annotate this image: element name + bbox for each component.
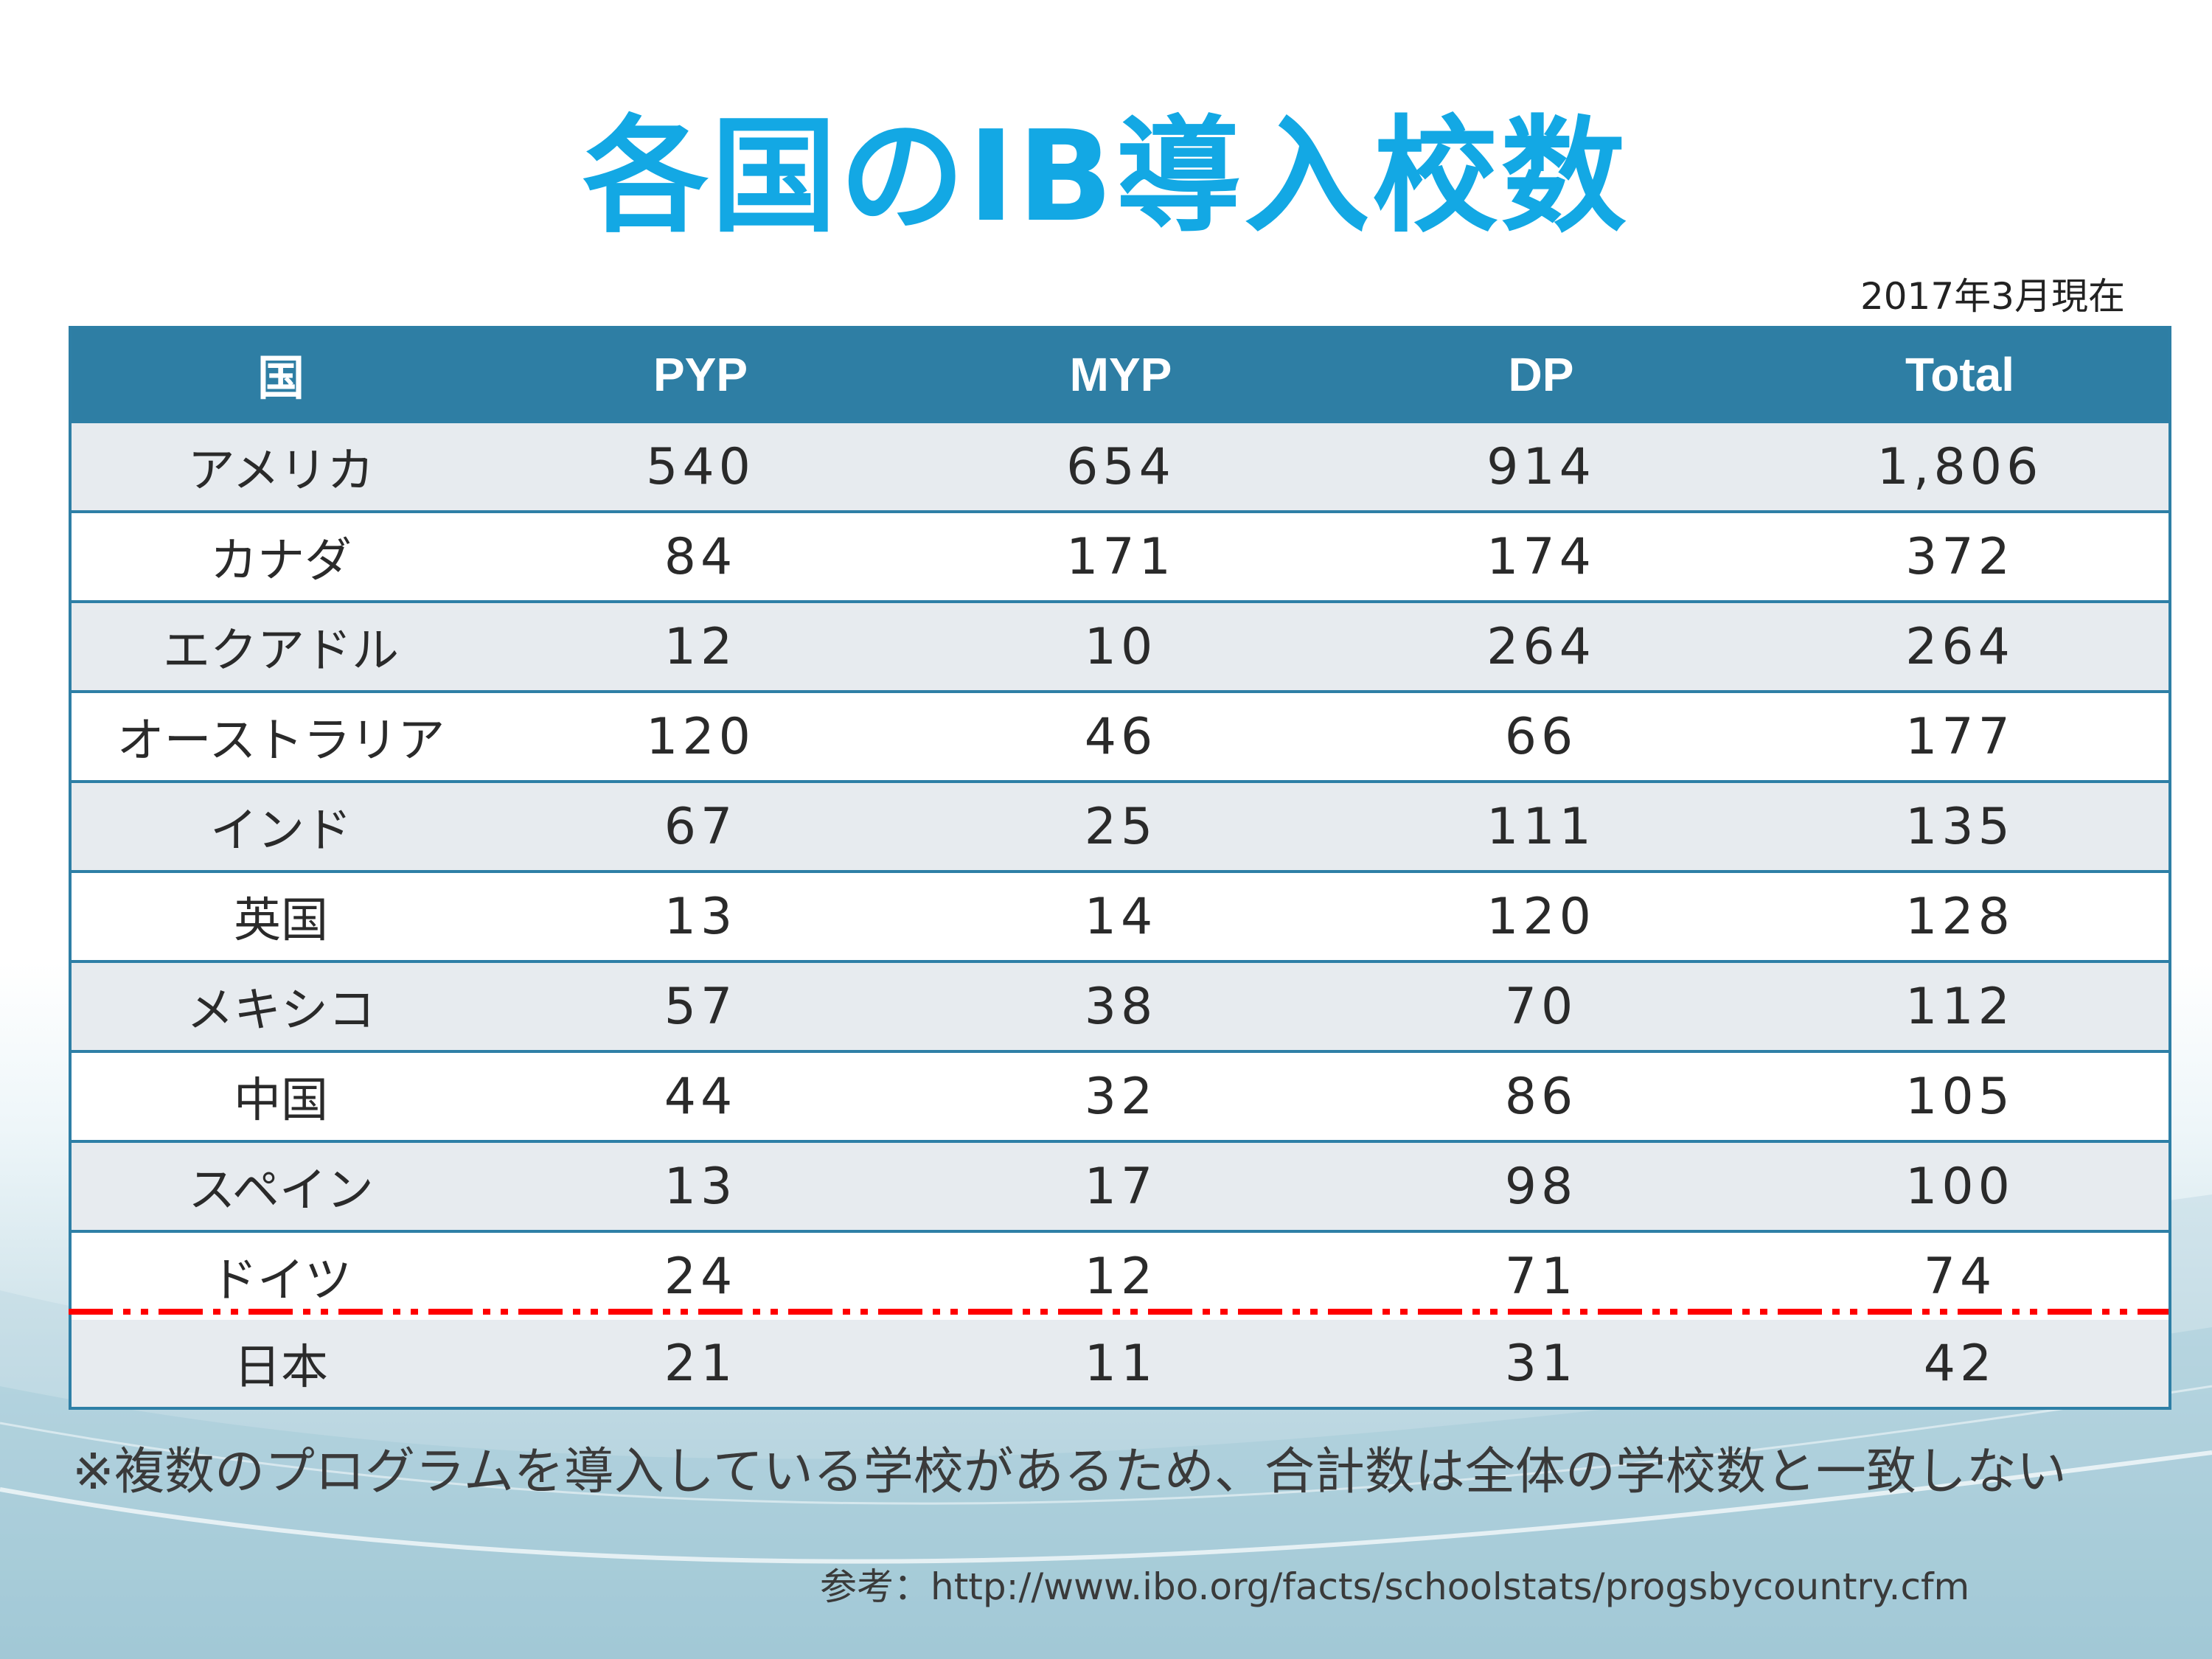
- total-cell: 1,806: [1751, 420, 2170, 512]
- table-row: オーストラリア 120 46 66 177: [70, 690, 2170, 782]
- country-cell: カナダ: [70, 510, 490, 602]
- dp-cell: 111: [1331, 780, 1751, 872]
- myp-cell: 12: [911, 1230, 1331, 1320]
- total-cell: 128: [1751, 870, 2170, 961]
- pyp-cell: 24: [490, 1230, 911, 1320]
- page-title: 各国のIB導入校数: [582, 104, 1630, 250]
- total-cell: 42: [1751, 1320, 2170, 1408]
- myp-cell: 32: [911, 1050, 1331, 1141]
- country-cell: オーストラリア: [70, 690, 490, 782]
- table-row: 中国 44 32 86 105: [70, 1050, 2170, 1141]
- table-row: カナダ 84 171 174 372: [70, 510, 2170, 602]
- header-country: 国: [70, 327, 490, 422]
- myp-cell: 14: [911, 870, 1331, 961]
- total-cell: 264: [1751, 600, 2170, 692]
- myp-cell: 11: [911, 1320, 1331, 1408]
- table-row: インド 67 25 111 135: [70, 780, 2170, 872]
- country-cell: アメリカ: [70, 420, 490, 512]
- myp-cell: 46: [911, 690, 1331, 782]
- myp-cell: 17: [911, 1140, 1331, 1231]
- dp-cell: 264: [1331, 600, 1751, 692]
- ib-schools-table: 国 PYP MYP DP Total アメリカ 540 654 914 1,80…: [69, 326, 2171, 1410]
- table-row: ドイツ 24 12 71 74: [70, 1230, 2170, 1320]
- pyp-cell: 12: [490, 600, 911, 692]
- table-row: スペイン 13 17 98 100: [70, 1140, 2170, 1231]
- header-total: Total: [1751, 327, 2170, 422]
- myp-cell: 10: [911, 600, 1331, 692]
- table-row-japan: 日本 21 11 31 42: [70, 1320, 2170, 1408]
- source-citation: 参考：http://www.ibo.org/facts/schoolstats/…: [820, 1565, 1970, 1608]
- header-dp: DP: [1331, 327, 1751, 422]
- footnote: ※複数のプログラムを導入している学校があるため、合計数は全体の学校数と一致しない: [72, 1443, 2067, 1501]
- country-cell: ドイツ: [70, 1230, 490, 1320]
- country-cell: 日本: [70, 1320, 490, 1408]
- table-row: アメリカ 540 654 914 1,806: [70, 420, 2170, 512]
- table-row: メキシコ 57 38 70 112: [70, 960, 2170, 1051]
- dp-cell: 86: [1331, 1050, 1751, 1141]
- dp-cell: 914: [1331, 420, 1751, 512]
- table-row: エクアドル 12 10 264 264: [70, 600, 2170, 692]
- country-cell: 英国: [70, 870, 490, 961]
- total-cell: 100: [1751, 1140, 2170, 1231]
- pyp-cell: 13: [490, 1140, 911, 1231]
- dp-cell: 70: [1331, 960, 1751, 1051]
- country-cell: メキシコ: [70, 960, 490, 1051]
- dp-cell: 98: [1331, 1140, 1751, 1231]
- pyp-cell: 57: [490, 960, 911, 1051]
- dp-cell: 66: [1331, 690, 1751, 782]
- dp-cell: 120: [1331, 870, 1751, 961]
- header-myp: MYP: [911, 327, 1331, 422]
- pyp-cell: 84: [490, 510, 911, 602]
- total-cell: 74: [1751, 1230, 2170, 1320]
- table-header-row: 国 PYP MYP DP Total: [70, 327, 2170, 422]
- pyp-cell: 540: [490, 420, 911, 512]
- total-cell: 105: [1751, 1050, 2170, 1141]
- total-cell: 177: [1751, 690, 2170, 782]
- dp-cell: 71: [1331, 1230, 1751, 1320]
- table-row: 英国 13 14 120 128: [70, 870, 2170, 961]
- country-cell: インド: [70, 780, 490, 872]
- total-cell: 372: [1751, 510, 2170, 602]
- myp-cell: 654: [911, 420, 1331, 512]
- country-cell: スペイン: [70, 1140, 490, 1231]
- myp-cell: 38: [911, 960, 1331, 1051]
- total-cell: 112: [1751, 960, 2170, 1051]
- country-cell: エクアドル: [70, 600, 490, 692]
- pyp-cell: 21: [490, 1320, 911, 1408]
- pyp-cell: 120: [490, 690, 911, 782]
- pyp-cell: 44: [490, 1050, 911, 1141]
- header-pyp: PYP: [490, 327, 911, 422]
- myp-cell: 171: [911, 510, 1331, 602]
- dp-cell: 174: [1331, 510, 1751, 602]
- pyp-cell: 67: [490, 780, 911, 872]
- total-cell: 135: [1751, 780, 2170, 872]
- date-note: 2017年3月現在: [1860, 275, 2125, 318]
- dp-cell: 31: [1331, 1320, 1751, 1408]
- pyp-cell: 13: [490, 870, 911, 961]
- country-cell: 中国: [70, 1050, 490, 1141]
- myp-cell: 25: [911, 780, 1331, 872]
